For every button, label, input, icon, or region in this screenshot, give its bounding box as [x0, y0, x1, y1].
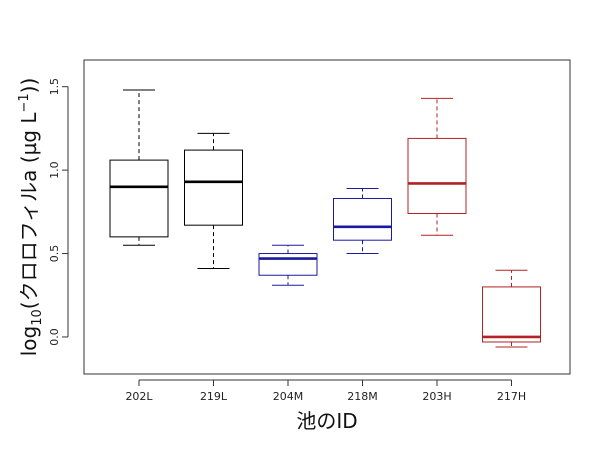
y-tick-label: 1.0 [48, 161, 61, 179]
x-axis: 202L 219L 204M 218M 203H 217H [125, 379, 526, 403]
y-axis-title-superscript: −1 [17, 93, 32, 112]
x-tick-label: 219L [200, 390, 228, 403]
box-218M [333, 187, 392, 255]
y-tick-label: 1.5 [48, 78, 61, 96]
plot-frame [83, 59, 571, 375]
box-219L [184, 132, 243, 270]
x-tick-label: 203H [422, 390, 451, 403]
box-iqr [333, 197, 392, 241]
y-axis: 0.0 0.5 1.0 1.5 [48, 78, 69, 346]
y-tick-label: 0.5 [48, 245, 61, 262]
box-217H [482, 269, 541, 348]
y-axis-title-subscript: 10 [30, 309, 45, 326]
box-203H [407, 97, 467, 236]
box-iqr [109, 159, 169, 238]
x-tick-label: 218M [347, 390, 378, 403]
x-tick-label: 202L [125, 390, 153, 403]
box-202L [109, 89, 169, 246]
box-204M [258, 244, 318, 286]
box-iqr [407, 137, 467, 214]
x-axis-title: 池のID [296, 409, 357, 433]
y-axis-title-main: (クロロフィルa (µg L [17, 112, 41, 310]
x-tick-label: 217H [497, 390, 526, 403]
box-series [109, 89, 541, 348]
y-axis-title-end: )) [17, 78, 41, 94]
box-iqr [184, 149, 243, 226]
y-axis-title-prefix: log [17, 326, 41, 357]
box-iqr [258, 253, 318, 276]
x-tick-label: 204M [273, 390, 304, 403]
y-axis-title: log10(クロロフィルa (µg L−1)) [17, 78, 45, 357]
y-tick-label: 0.0 [48, 328, 61, 346]
box-iqr [482, 286, 541, 343]
